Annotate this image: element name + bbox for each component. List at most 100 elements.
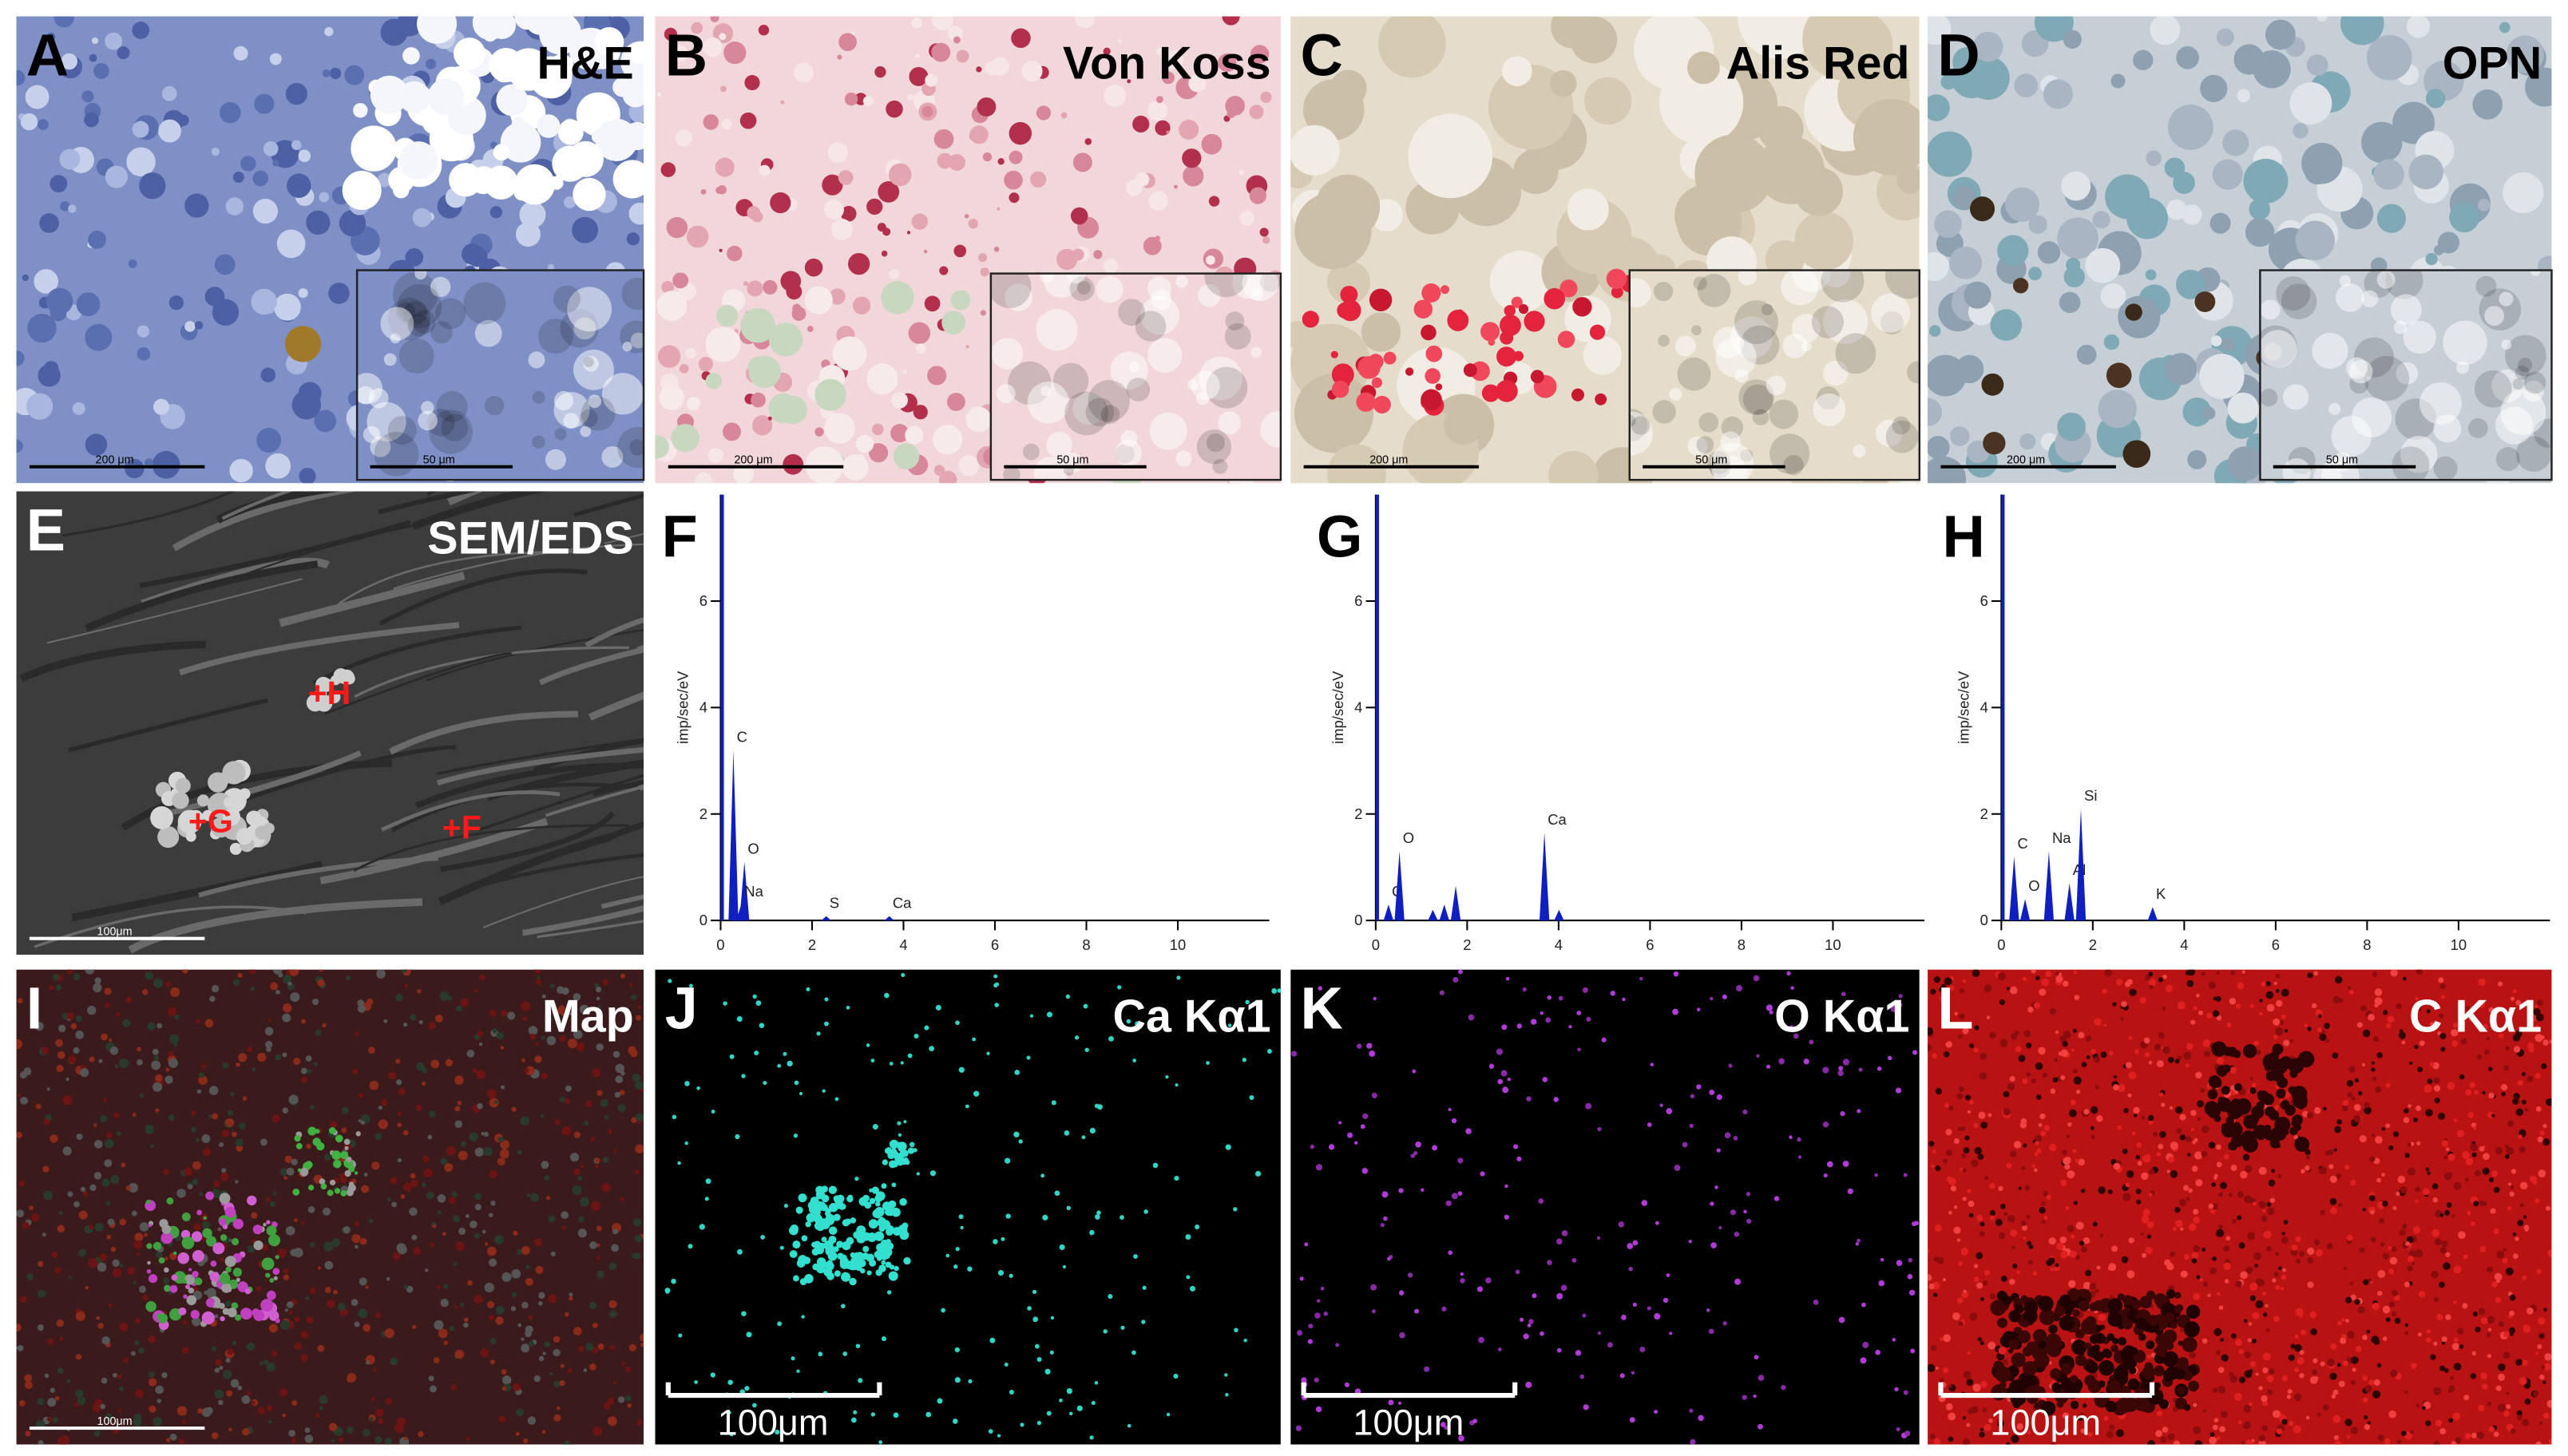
texture-dot bbox=[589, 1241, 597, 1249]
texture-dot bbox=[2396, 362, 2419, 385]
texture-dot bbox=[1260, 91, 1272, 103]
texture-dot bbox=[1823, 299, 1869, 344]
texture-dot bbox=[496, 84, 528, 117]
texture-dot bbox=[128, 259, 137, 268]
texture-dot bbox=[1999, 1039, 2008, 1047]
texture-dot bbox=[2453, 1337, 2459, 1343]
texture-dot bbox=[2326, 1242, 2333, 1249]
texture-dot bbox=[2307, 1027, 2312, 1031]
texture-dot bbox=[397, 1111, 402, 1116]
texture-dot bbox=[2209, 212, 2231, 234]
texture-dot bbox=[52, 973, 60, 981]
texture-dot bbox=[458, 1150, 468, 1161]
texture-dot bbox=[2289, 1039, 2293, 1043]
texture-dot bbox=[1766, 375, 1786, 396]
texture-dot bbox=[1629, 411, 1653, 456]
texture-dot bbox=[299, 1167, 309, 1177]
texture-dot bbox=[1956, 1093, 1964, 1100]
texture-dot bbox=[1064, 391, 1108, 436]
texture-dot bbox=[238, 1053, 248, 1062]
texture-dot bbox=[856, 1225, 866, 1236]
texture-dot bbox=[691, 22, 703, 34]
texture-dot bbox=[2354, 1299, 2360, 1305]
texture-dot bbox=[2345, 1319, 2349, 1323]
texture-dot bbox=[2009, 1279, 2015, 1285]
texture-dot bbox=[2500, 1083, 2508, 1091]
texture-dot bbox=[100, 1114, 108, 1122]
texture-dot bbox=[205, 1236, 217, 1247]
texture-dot bbox=[2243, 1404, 2252, 1413]
texture-dot bbox=[577, 1346, 585, 1352]
texture-dot bbox=[203, 1216, 207, 1221]
texture-dot bbox=[188, 809, 204, 825]
texture-dot bbox=[42, 1232, 46, 1237]
texture-dot bbox=[2539, 1334, 2544, 1339]
texture-dot bbox=[184, 1167, 193, 1177]
texture-dot bbox=[2346, 1331, 2356, 1339]
texture-dot bbox=[905, 1160, 910, 1165]
texture-dot bbox=[1930, 1344, 1937, 1351]
texture-dot bbox=[2362, 1208, 2366, 1212]
texture-dot bbox=[2090, 1049, 2096, 1054]
texture-dot bbox=[2026, 1072, 2031, 1078]
texture-dot bbox=[2249, 1076, 2253, 1081]
texture-dot bbox=[81, 90, 94, 103]
texture-dot bbox=[59, 1336, 64, 1341]
texture-dot bbox=[2404, 1281, 2410, 1288]
texture-dot bbox=[733, 464, 754, 484]
texture-dot bbox=[1362, 1113, 1369, 1119]
texture-dot bbox=[1556, 1292, 1563, 1300]
fiber bbox=[415, 762, 644, 809]
texture-dot bbox=[2394, 1317, 2401, 1324]
texture-dot bbox=[2276, 974, 2281, 979]
texture-dot bbox=[402, 1023, 408, 1027]
texture-dot bbox=[2083, 1236, 2090, 1244]
texture-dot bbox=[2150, 16, 2181, 46]
texture-dot bbox=[1657, 334, 1670, 347]
texture-dot bbox=[1310, 1144, 1315, 1149]
texture-dot bbox=[168, 295, 184, 311]
texture-dot bbox=[54, 1267, 61, 1274]
texture-dot bbox=[447, 995, 453, 1001]
texture-dot bbox=[2441, 1336, 2447, 1343]
texture-dot bbox=[2125, 1182, 2130, 1188]
texture-dot bbox=[2146, 1290, 2156, 1300]
texture-dot bbox=[1892, 1338, 1896, 1342]
texture-dot bbox=[454, 1120, 463, 1128]
texture-dot bbox=[2513, 1093, 2520, 1100]
texture-dot bbox=[474, 1295, 483, 1304]
texture-dot bbox=[220, 1316, 225, 1322]
texture-dot bbox=[410, 1179, 419, 1188]
texture-dot bbox=[953, 1264, 958, 1269]
texture-dot bbox=[890, 424, 910, 443]
texture-dot bbox=[924, 295, 941, 312]
texture-dot bbox=[511, 1268, 521, 1279]
texture-dot bbox=[1989, 1182, 1995, 1189]
texture-dot bbox=[1858, 1067, 1863, 1072]
texture-dot bbox=[2543, 1308, 2547, 1312]
texture-dot bbox=[2262, 1367, 2269, 1374]
texture-dot bbox=[553, 285, 581, 313]
texture-dot bbox=[306, 694, 324, 712]
texture-dot bbox=[1622, 997, 1626, 1002]
texture-dot bbox=[993, 246, 1000, 252]
texture-dot bbox=[1118, 299, 1145, 326]
texture-dot bbox=[1980, 1052, 1987, 1060]
texture-dot bbox=[1060, 112, 1068, 119]
texture-dot bbox=[993, 974, 998, 979]
texture-dot bbox=[1939, 1378, 1944, 1383]
texture-dot bbox=[2043, 79, 2073, 109]
texture-dot bbox=[2049, 1007, 2057, 1015]
texture-dot bbox=[2252, 1201, 2257, 1206]
texture-dot bbox=[554, 428, 567, 441]
texture-dot bbox=[2245, 1266, 2253, 1274]
texture-dot bbox=[881, 250, 888, 257]
texture-dot bbox=[150, 1144, 154, 1149]
texture-dot bbox=[2014, 73, 2039, 98]
texture-dot bbox=[2007, 1082, 2015, 1090]
texture-dot bbox=[164, 1256, 168, 1261]
texture-dot bbox=[2248, 1322, 2253, 1326]
texture-dot bbox=[2108, 1298, 2123, 1313]
texture-dot bbox=[227, 1308, 237, 1318]
texture-dot bbox=[2147, 1440, 2155, 1445]
